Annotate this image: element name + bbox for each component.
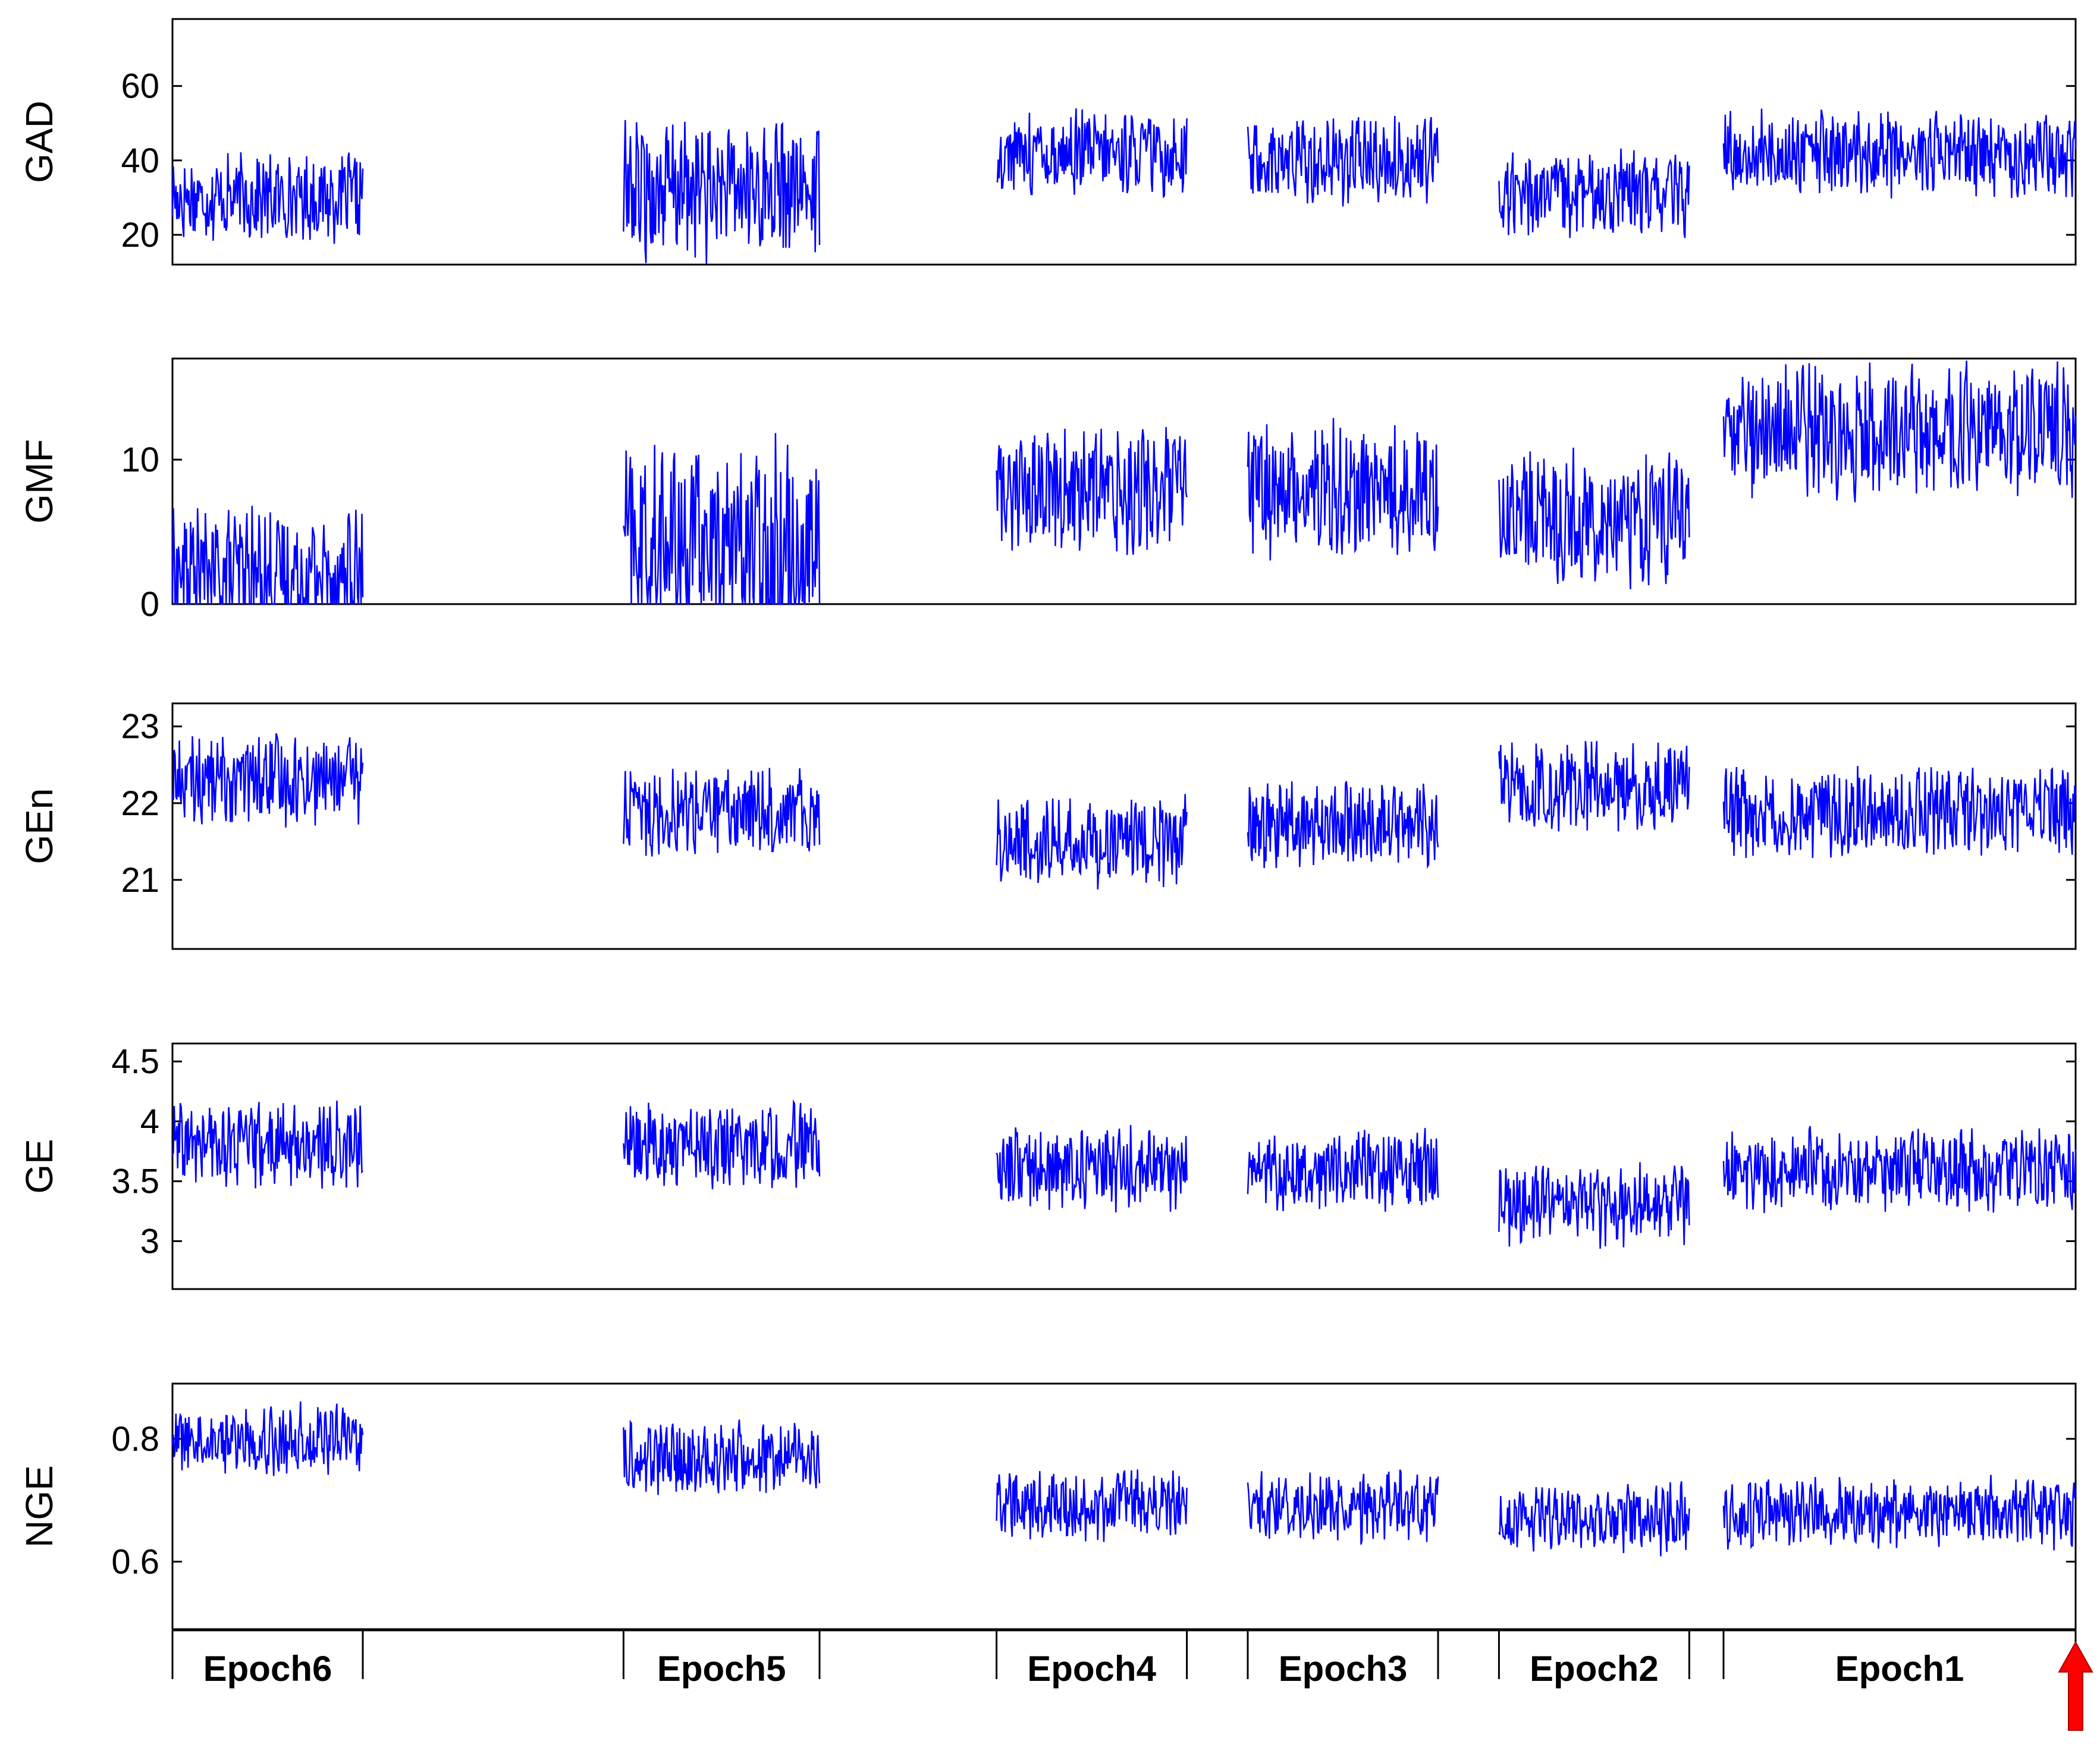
epoch-label: Epoch3 — [1279, 1649, 1408, 1689]
signal-trace-epoch5 — [623, 433, 821, 605]
signal-trace-epoch4 — [996, 1125, 1188, 1213]
y-tick-label: 3.5 — [111, 1162, 159, 1201]
y-tick-label: 40 — [121, 142, 159, 180]
signal-trace-epoch5 — [623, 768, 821, 857]
signal-trace-epoch3 — [1247, 1128, 1439, 1212]
y-tick-label: 21 — [121, 861, 159, 900]
signal-trace-epoch4 — [996, 427, 1188, 555]
epoch-label: Epoch6 — [203, 1649, 332, 1689]
y-axis-label: NGE — [18, 1465, 61, 1548]
signal-trace-epoch2 — [1498, 1481, 1690, 1557]
y-axis-label: GE — [18, 1139, 61, 1193]
signal-trace-epoch1 — [1722, 766, 2077, 858]
signal-trace-epoch5 — [623, 120, 821, 265]
signal-trace-epoch2 — [1498, 148, 1690, 238]
panel-gen: 21 22 23 GEn — [18, 702, 2077, 950]
signal-trace-epoch2 — [1498, 447, 1690, 589]
signal-trace-epoch6 — [171, 733, 364, 828]
red-up-arrow-icon — [2058, 1640, 2093, 1731]
y-tick-label: 0 — [140, 585, 159, 624]
signal-trace-epoch6 — [171, 1401, 364, 1476]
panels: 20 40 60 GAD 0 10 GMF 21 22 23 GEn 3 3.5 4 4.5 GE 0.6 0.8… — [18, 18, 2077, 1630]
y-axis-label: GAD — [18, 100, 61, 183]
signal-trace-epoch6 — [171, 505, 364, 605]
y-tick-label: 60 — [121, 67, 159, 106]
signal-trace-epoch3 — [1247, 417, 1439, 561]
y-axis-label: GEn — [18, 788, 61, 864]
panel-frame — [171, 1382, 2077, 1630]
signal-trace-epoch1 — [1722, 108, 2077, 199]
y-tick-label: 3 — [140, 1222, 159, 1261]
signal-trace-epoch4 — [996, 1469, 1188, 1542]
signal-trace-epoch5 — [623, 1419, 821, 1495]
signal-trace-epoch1 — [1722, 360, 2077, 502]
y-tick-label: 0.8 — [111, 1420, 159, 1459]
signal-trace-epoch3 — [1247, 781, 1439, 869]
panel-frame — [171, 357, 2077, 605]
y-axis-label: GMF — [18, 439, 61, 523]
signal-trace-epoch5 — [623, 1099, 821, 1190]
panel-gad: 20 40 60 GAD — [18, 18, 2077, 266]
signal-trace-epoch3 — [1247, 115, 1439, 207]
panel-gmf: 0 10 GMF — [18, 357, 2077, 624]
signal-trace-epoch6 — [171, 152, 364, 244]
panel-ge: 3 3.5 4 4.5 GE — [18, 1042, 2077, 1290]
epoch-label: Epoch1 — [1835, 1649, 1964, 1689]
signal-trace-epoch2 — [1498, 1162, 1690, 1249]
y-tick-label: 10 — [121, 441, 159, 479]
y-tick-label: 0.6 — [111, 1542, 159, 1581]
epoch-label: Epoch2 — [1530, 1649, 1659, 1689]
signal-trace-epoch6 — [171, 1101, 363, 1189]
y-tick-label: 4.5 — [111, 1042, 159, 1081]
signal-trace-epoch4 — [996, 108, 1188, 199]
signal-trace-epoch3 — [1247, 1469, 1439, 1545]
panel-nge: 0.6 0.8 NGE — [18, 1382, 2077, 1630]
y-tick-label: 4 — [140, 1102, 159, 1141]
epoch-axis: Epoch6 Epoch5 Epoch4 Epoch3 Epoch2 Epoch1 — [171, 1629, 2093, 1731]
signal-trace-epoch1 — [1722, 1126, 2077, 1214]
y-tick-label: 22 — [121, 784, 159, 823]
epoch-label: Epoch4 — [1027, 1649, 1156, 1689]
epoch-label: Epoch5 — [657, 1649, 786, 1689]
y-tick-label: 23 — [121, 708, 159, 746]
y-tick-label: 20 — [121, 216, 159, 254]
signal-trace-epoch2 — [1498, 741, 1690, 832]
panel-frame — [171, 702, 2077, 950]
signal-trace-epoch1 — [1722, 1475, 2077, 1551]
signal-trace-epoch4 — [996, 794, 1188, 889]
